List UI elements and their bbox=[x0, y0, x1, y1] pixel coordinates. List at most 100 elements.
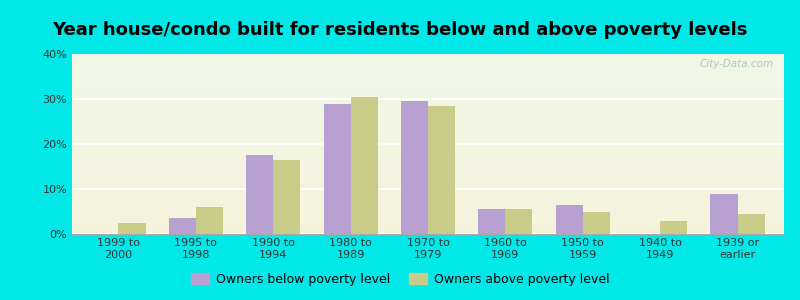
Bar bbox=[72, 176, 784, 177]
Bar bbox=[72, 155, 784, 156]
Bar bbox=[72, 217, 784, 218]
Bar bbox=[72, 134, 784, 135]
Legend: Owners below poverty level, Owners above poverty level: Owners below poverty level, Owners above… bbox=[186, 268, 614, 291]
Bar bbox=[72, 227, 784, 228]
Bar bbox=[118, 223, 146, 234]
Bar bbox=[72, 159, 784, 160]
Bar bbox=[72, 93, 784, 94]
Bar bbox=[72, 81, 784, 82]
Bar bbox=[72, 100, 784, 101]
Bar bbox=[72, 79, 784, 80]
Bar bbox=[72, 197, 784, 198]
Bar bbox=[72, 95, 784, 96]
Bar bbox=[72, 228, 784, 229]
Bar bbox=[72, 83, 784, 84]
Bar bbox=[72, 117, 784, 118]
Bar bbox=[72, 203, 784, 204]
Bar bbox=[72, 120, 784, 121]
Bar bbox=[72, 150, 784, 151]
Bar bbox=[72, 200, 784, 201]
Bar bbox=[72, 112, 784, 113]
Bar bbox=[72, 178, 784, 179]
Bar bbox=[72, 231, 784, 232]
Bar bbox=[72, 111, 784, 112]
Bar bbox=[72, 162, 784, 163]
Bar bbox=[72, 58, 784, 59]
Bar bbox=[72, 160, 784, 161]
Bar bbox=[72, 129, 784, 130]
Bar bbox=[72, 208, 784, 209]
Bar bbox=[478, 209, 506, 234]
Bar bbox=[72, 174, 784, 175]
Bar bbox=[72, 205, 784, 206]
Bar bbox=[72, 113, 784, 114]
Bar bbox=[72, 230, 784, 231]
Bar bbox=[72, 190, 784, 191]
Bar bbox=[72, 72, 784, 73]
Bar bbox=[323, 103, 350, 234]
Bar bbox=[72, 119, 784, 120]
Bar bbox=[72, 136, 784, 137]
Bar bbox=[72, 135, 784, 136]
Bar bbox=[72, 182, 784, 183]
Bar bbox=[72, 108, 784, 109]
Bar bbox=[72, 62, 784, 63]
Bar bbox=[72, 124, 784, 125]
Bar bbox=[72, 144, 784, 145]
Bar bbox=[738, 214, 765, 234]
Bar bbox=[72, 91, 784, 92]
Bar bbox=[72, 219, 784, 220]
Bar bbox=[72, 152, 784, 153]
Bar bbox=[350, 97, 378, 234]
Bar bbox=[72, 94, 784, 95]
Bar bbox=[72, 169, 784, 170]
Bar bbox=[72, 233, 784, 234]
Bar bbox=[72, 85, 784, 86]
Bar bbox=[72, 138, 784, 139]
Bar bbox=[72, 223, 784, 224]
Bar bbox=[72, 229, 784, 230]
Bar bbox=[72, 73, 784, 74]
Bar bbox=[72, 77, 784, 78]
Bar bbox=[72, 96, 784, 97]
Bar bbox=[506, 209, 533, 234]
Bar bbox=[72, 149, 784, 150]
Bar bbox=[72, 171, 784, 172]
Bar bbox=[72, 75, 784, 76]
Bar bbox=[72, 221, 784, 222]
Bar bbox=[72, 226, 784, 227]
Bar bbox=[72, 189, 784, 190]
Bar bbox=[72, 99, 784, 100]
Bar bbox=[72, 181, 784, 182]
Bar bbox=[72, 170, 784, 171]
Bar bbox=[72, 68, 784, 69]
Bar bbox=[72, 172, 784, 173]
Bar bbox=[72, 137, 784, 138]
Bar bbox=[72, 180, 784, 181]
Bar bbox=[72, 210, 784, 211]
Bar bbox=[72, 165, 784, 166]
Bar bbox=[72, 116, 784, 117]
Bar bbox=[72, 158, 784, 159]
Bar bbox=[72, 110, 784, 111]
Bar bbox=[72, 105, 784, 106]
Bar bbox=[72, 225, 784, 226]
Bar bbox=[72, 215, 784, 216]
Bar bbox=[72, 232, 784, 233]
Bar bbox=[72, 214, 784, 215]
Bar bbox=[72, 71, 784, 72]
Bar bbox=[72, 109, 784, 110]
Bar bbox=[428, 106, 455, 234]
Bar bbox=[72, 54, 784, 55]
Bar bbox=[72, 126, 784, 127]
Bar bbox=[72, 133, 784, 134]
Bar bbox=[556, 205, 582, 234]
Bar bbox=[72, 146, 784, 147]
Bar bbox=[72, 192, 784, 193]
Bar bbox=[72, 139, 784, 140]
Bar bbox=[72, 82, 784, 83]
Bar bbox=[72, 209, 784, 210]
Bar bbox=[72, 70, 784, 71]
Bar bbox=[72, 107, 784, 108]
Bar bbox=[72, 204, 784, 205]
